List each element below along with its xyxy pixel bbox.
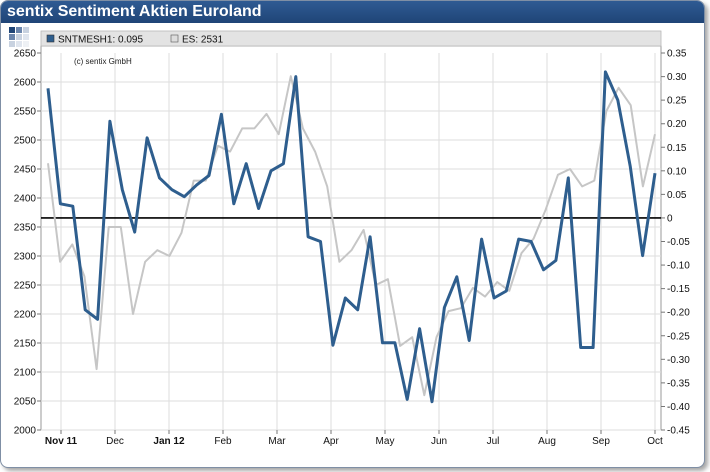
y-left-tick-label: 2300: [14, 252, 37, 263]
y-right-tick-label: 0.35: [667, 49, 687, 60]
y-right-tick-label: -0.35: [667, 378, 690, 389]
sentix-logo-icon: [9, 27, 29, 47]
x-tick-label: Dec: [106, 436, 124, 447]
y-right-tick-label: 0: [667, 213, 673, 224]
y-left-tick-label: 2500: [14, 136, 37, 147]
x-tick-label: Jun: [431, 436, 447, 447]
y-right-tick-label: 0.10: [667, 166, 687, 177]
x-tick-label: Feb: [214, 436, 232, 447]
y-left-tick-label: 2350: [14, 223, 37, 234]
y-right-tick-label: -0.25: [667, 331, 690, 342]
chart-svg: 2650 2600 2550 2500 2450 2400 2350 2300 2250 2200…: [9, 27, 690, 447]
y-left-tick-label: 2650: [14, 49, 37, 60]
legend-label-sentiment: SNTMESH1: 0.095: [58, 35, 143, 46]
y-left-tick-label: 2250: [14, 281, 37, 292]
x-tick-label: Oct: [647, 436, 663, 447]
y-left-tick-label: 2400: [14, 194, 37, 205]
x-tick-label: Jul: [487, 436, 500, 447]
x-tick-label: Mar: [268, 436, 286, 447]
y-left-tick-label: 2550: [14, 107, 37, 118]
x-tick-label: May: [376, 436, 395, 447]
y-right-tick-label: 0.05: [667, 190, 687, 201]
y-right-tick-label: -0.20: [667, 308, 690, 319]
y-right-tick-label: -0.05: [667, 237, 690, 248]
y-left-tick-label: 2050: [14, 397, 37, 408]
x-tick-label: Apr: [323, 436, 339, 447]
legend-bar: [40, 30, 662, 47]
x-tick-label: Jan 12: [153, 436, 185, 447]
copyright-text: (c) sentix GmbH: [74, 57, 132, 66]
y-right-tick-label: -0.10: [667, 261, 690, 272]
y-right-tick-label: 0.30: [667, 72, 687, 83]
y-right-tick-label: -0.15: [667, 284, 690, 295]
chart-title: sentix Sentiment Aktien Euroland: [1, 1, 704, 23]
y-right-tick-label: 0.15: [667, 143, 687, 154]
y-right-tick-label: -0.45: [667, 426, 690, 437]
y-right-tick-label: -0.40: [667, 402, 690, 413]
y-right-tick-label: -0.30: [667, 355, 690, 366]
series-line-es: [47, 75, 656, 397]
x-tick-label: Aug: [538, 436, 556, 447]
plot-area: [40, 45, 662, 431]
y-left-tick-label: 2200: [14, 310, 37, 321]
y-right-tick-label: 0.25: [667, 96, 687, 107]
y-left-tick-label: 2600: [14, 78, 37, 89]
y-left-tick-label: 2450: [14, 165, 37, 176]
series-line-sentiment: [46, 70, 657, 404]
legend-label-es: ES: 2531: [182, 35, 224, 46]
y-left-tick-label: 2150: [14, 339, 37, 350]
y-right-tick-label: 0.20: [667, 119, 687, 130]
legend-swatch-es: [170, 34, 179, 43]
y-left-tick-label: 2100: [14, 368, 37, 379]
legend-swatch-sentiment: [46, 34, 55, 43]
x-tick-label: Nov 11: [45, 436, 78, 447]
y-left-tick-label: 2000: [14, 426, 37, 437]
x-tick-label: Sep: [592, 436, 610, 447]
